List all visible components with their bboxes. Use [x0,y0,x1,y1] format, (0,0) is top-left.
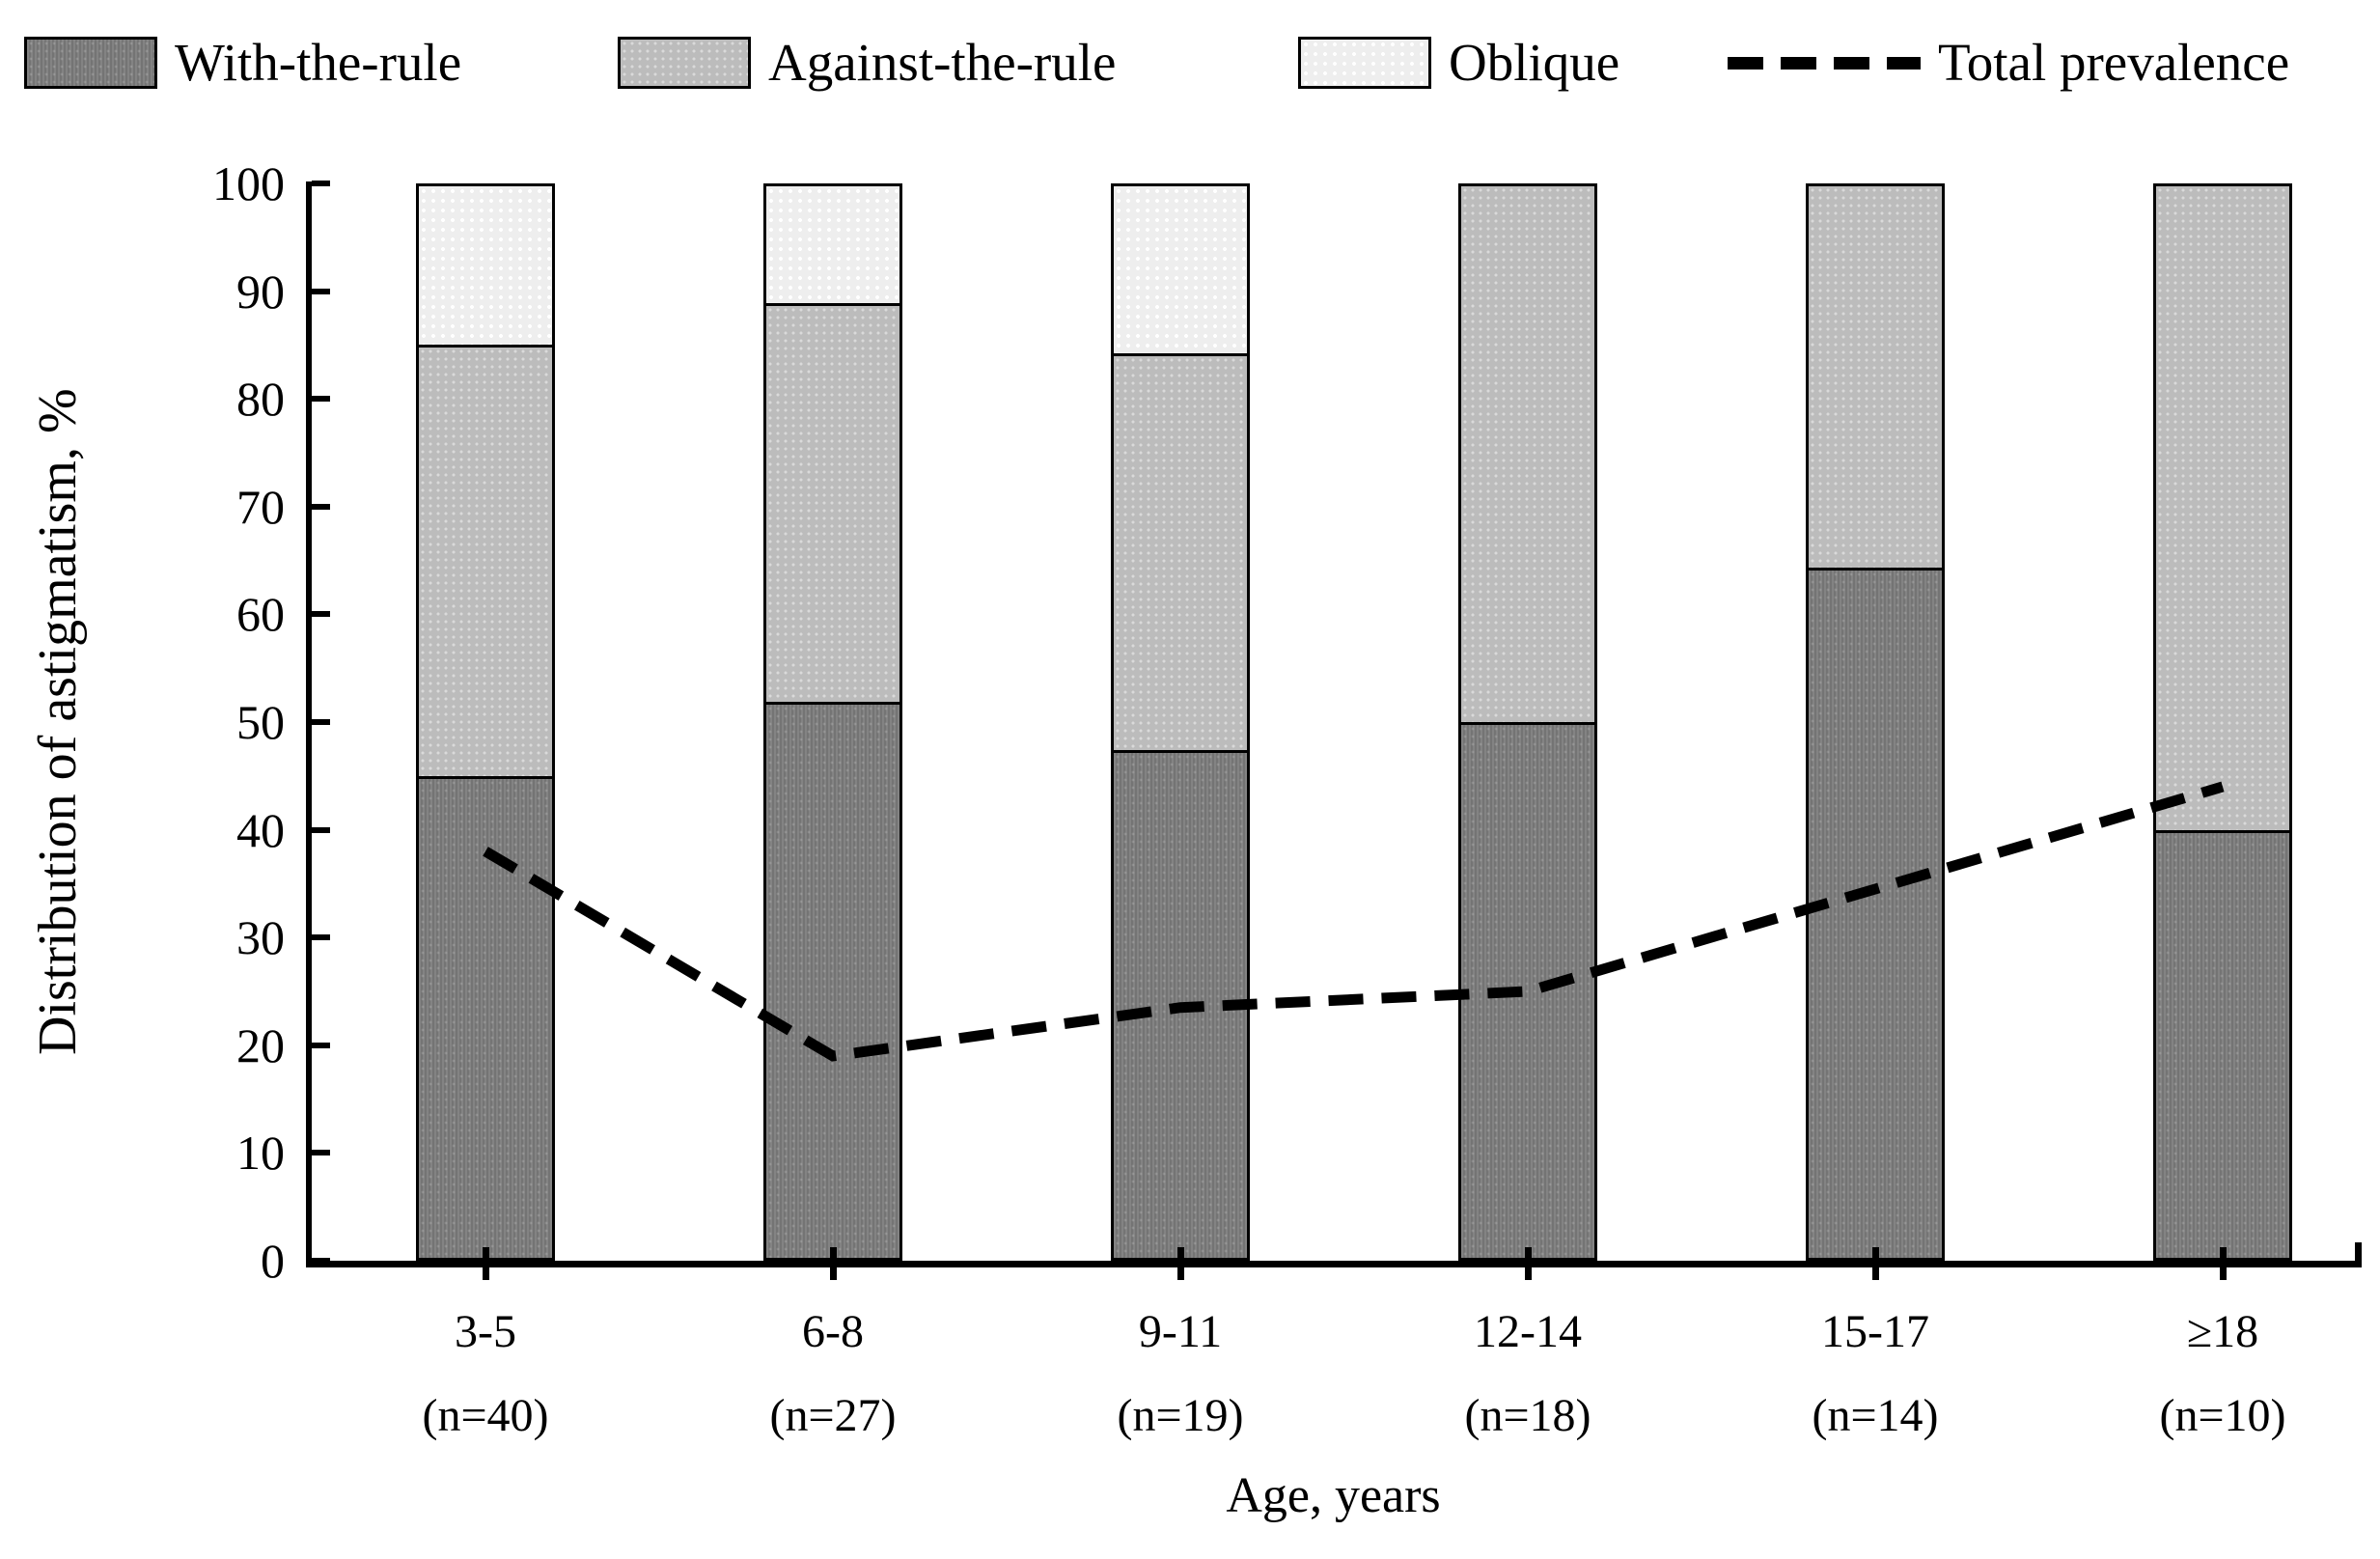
bar-segment-oblique [763,183,902,306]
legend-item-against-the-rule: Against-the-rule [618,27,1116,98]
x-tick [2219,1247,2227,1280]
y-tick [312,719,330,725]
bar-15-17 [1806,183,1945,1261]
bar-segment-against-the-rule [1458,183,1597,725]
bar-segment-against-the-rule [2153,183,2292,833]
bar-segment-against-the-rule [1806,183,1945,571]
legend-swatch-oblique-icon [1298,37,1431,89]
y-tick [312,826,330,833]
y-tick-label: 0 [261,1234,285,1288]
y-tick [312,396,330,403]
legend-dashed-line-icon [1728,56,1921,70]
x-axis-title: Age, years [1226,1468,1441,1523]
y-tick-label: 70 [236,479,285,534]
category-label: 9-11 [1138,1306,1223,1357]
category-sublabel: (n=27) [769,1390,897,1441]
category-label: ≥18 [2186,1306,2259,1357]
y-tick-label: 90 [236,264,285,319]
y-tick-label: 100 [212,156,285,210]
x-tick [482,1247,489,1280]
total-prevalence-line [483,781,2225,1062]
legend-swatch-with-the-rule-icon [24,37,157,89]
category-label: 12-14 [1474,1306,1582,1357]
y-tick [312,181,330,186]
category-sublabel: (n=19) [1117,1390,1244,1441]
y-tick-label: 60 [236,587,285,642]
y-tick [312,503,330,510]
bar-3-5 [416,183,555,1261]
category-sublabel: (n=18) [1464,1390,1591,1441]
category-label: 15-17 [1821,1306,1929,1357]
legend-item-with-the-rule: With-the-rule [24,27,461,98]
legend-swatch-against-the-rule-icon [618,37,751,89]
legend-label-oblique: Oblique [1449,33,1620,92]
y-tick [312,1150,330,1156]
legend-label-against-the-rule: Against-the-rule [768,33,1117,92]
category-label: 3-5 [455,1306,516,1357]
y-tick-label: 40 [236,802,285,857]
bar-6-8 [763,183,902,1261]
x-tick [1871,1247,1879,1280]
bar-segment-with-the-rule [763,701,902,1261]
category-sublabel: (n=14) [1812,1390,1939,1441]
bar-segment-with-the-rule [2153,829,2292,1261]
total-prevalence-polyline [483,781,2225,1062]
bar-segment-oblique [416,183,555,348]
y-tick-label: 30 [236,910,285,965]
legend-item-total-prevalence: Total prevalence [1728,27,2289,98]
bar-segment-with-the-rule [1458,722,1597,1261]
x-axis-line [306,1261,2362,1267]
category-sublabel: (n=10) [2159,1390,2286,1441]
bar-segment-against-the-rule [416,345,555,779]
y-tick [312,1042,330,1048]
y-tick [312,611,330,618]
legend-item-oblique: Oblique [1298,27,1619,98]
bar-segment-with-the-rule [1806,568,1945,1261]
x-tick [1524,1247,1532,1280]
bar-≥18 [2153,183,2292,1261]
bar-segment-with-the-rule [416,775,555,1261]
legend-label-with-the-rule: With-the-rule [175,33,462,92]
y-tick-label: 50 [236,695,285,749]
x-tick [1176,1247,1184,1280]
y-tick [312,934,330,941]
category-sublabel: (n=40) [422,1390,549,1441]
x-axis-end-tick [2355,1242,2362,1262]
y-tick-label: 80 [236,372,285,427]
y-axis-line [306,181,312,1267]
y-tick-label: 20 [236,1017,285,1072]
x-tick [829,1247,837,1280]
bar-12-14 [1458,183,1597,1261]
bar-segment-against-the-rule [1111,353,1250,754]
bar-segment-oblique [1111,183,1250,357]
y-tick-label: 10 [236,1126,285,1181]
legend-label-total-prevalence: Total prevalence [1938,33,2290,92]
category-label: 6-8 [802,1306,864,1357]
y-tick [312,288,330,294]
y-tick [312,1258,330,1264]
